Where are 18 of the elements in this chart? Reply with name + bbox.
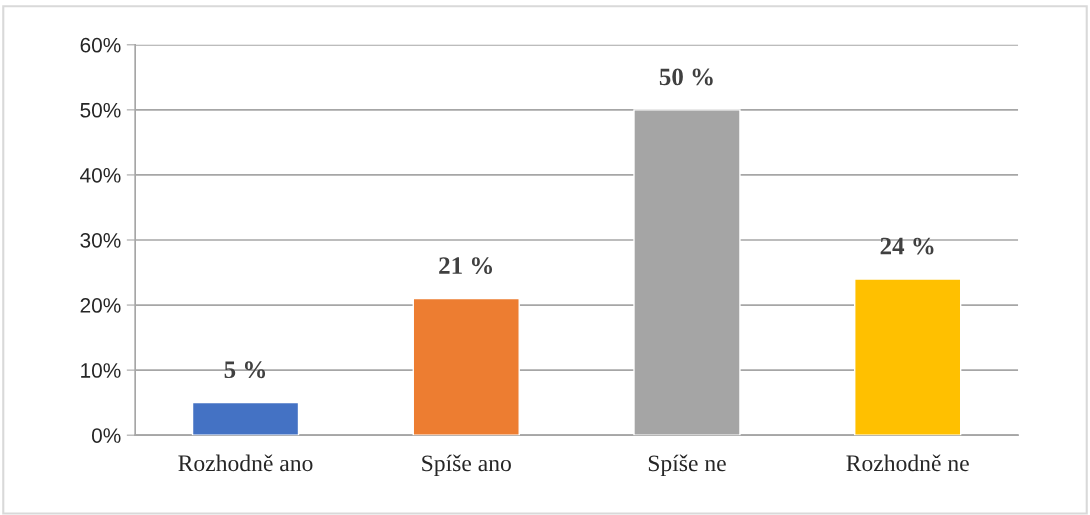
y-tick-label: 0%: [91, 428, 121, 443]
data-label: 5 %: [224, 361, 266, 379]
data-label: 50 %: [659, 68, 713, 86]
x-tick-label: Rozhodně ano: [178, 454, 313, 472]
bar: [412, 297, 520, 436]
x-tick-label: Spíše ne: [648, 454, 726, 477]
y-tick-label: 30%: [80, 232, 121, 248]
y-tick-label: 40%: [80, 167, 121, 183]
bar: [191, 401, 300, 436]
y-tick-label: 50%: [80, 102, 121, 118]
x-tick-label: Rozhodně ne: [846, 454, 969, 472]
y-tick-label: 10%: [81, 363, 121, 378]
y-tick-label: 20%: [80, 298, 121, 313]
bar: [854, 278, 962, 436]
data-label: 24 %: [880, 237, 934, 255]
x-tick-label: Spíše ano: [422, 454, 511, 477]
y-tick-label: 60%: [80, 37, 121, 53]
data-label: 21 %: [439, 257, 493, 275]
